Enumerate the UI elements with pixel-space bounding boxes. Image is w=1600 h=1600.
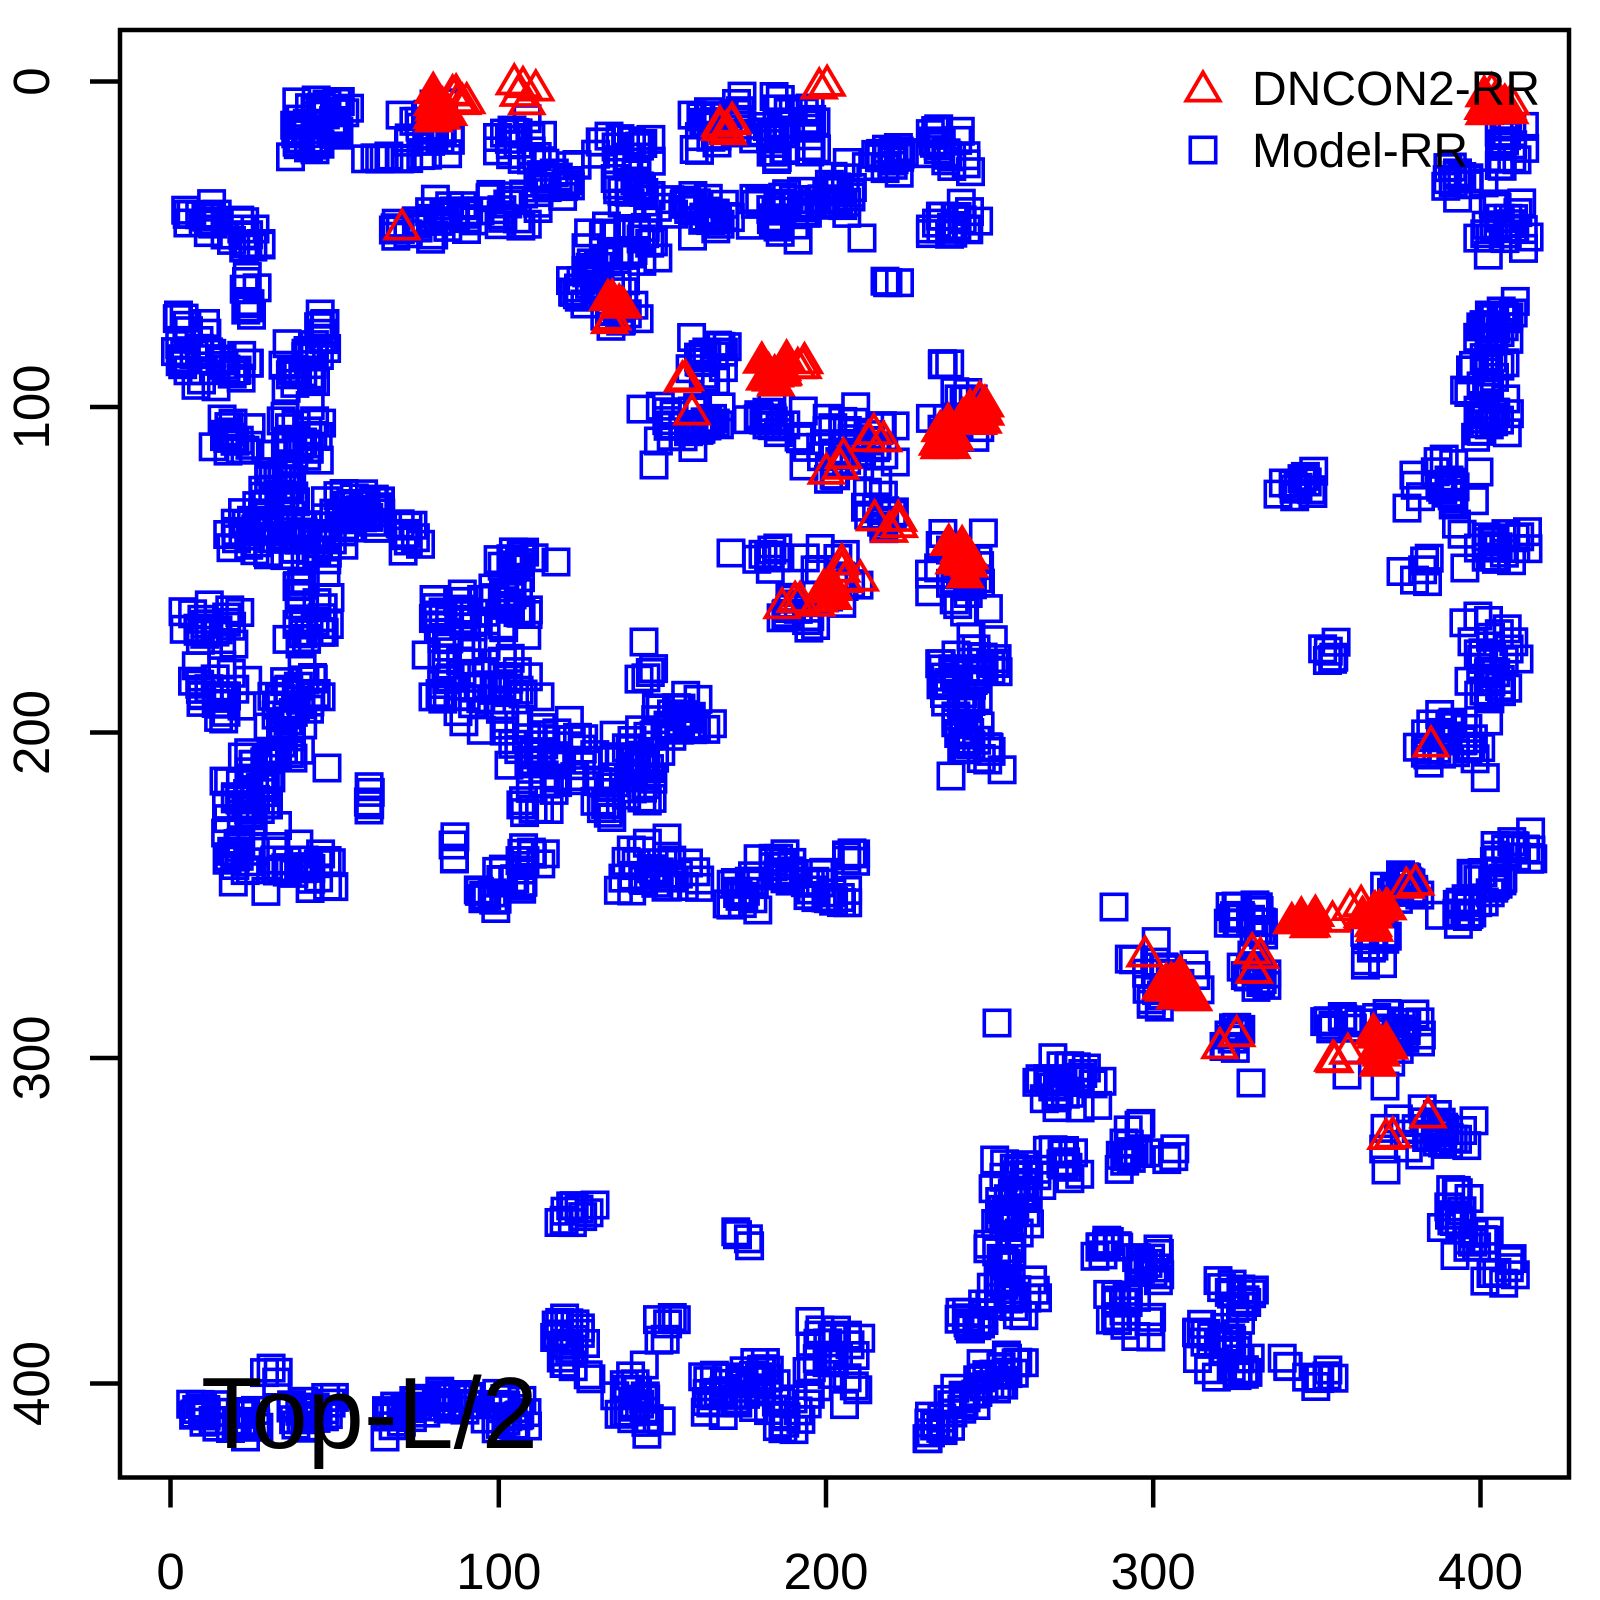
svg-text:300: 300 [1111, 1543, 1196, 1600]
svg-text:200: 200 [783, 1543, 868, 1600]
svg-text:300: 300 [3, 1015, 60, 1100]
svg-text:200: 200 [3, 690, 60, 775]
svg-text:100: 100 [3, 364, 60, 449]
svg-text:Model-RR: Model-RR [1252, 125, 1468, 178]
svg-text:Top-L/2: Top-L/2 [201, 1358, 538, 1470]
svg-text:DNCON2-RR: DNCON2-RR [1252, 63, 1540, 116]
svg-text:100: 100 [456, 1543, 541, 1600]
svg-text:400: 400 [3, 1341, 60, 1426]
svg-text:400: 400 [1438, 1543, 1523, 1600]
svg-text:0: 0 [3, 67, 60, 95]
svg-text:0: 0 [156, 1543, 184, 1600]
